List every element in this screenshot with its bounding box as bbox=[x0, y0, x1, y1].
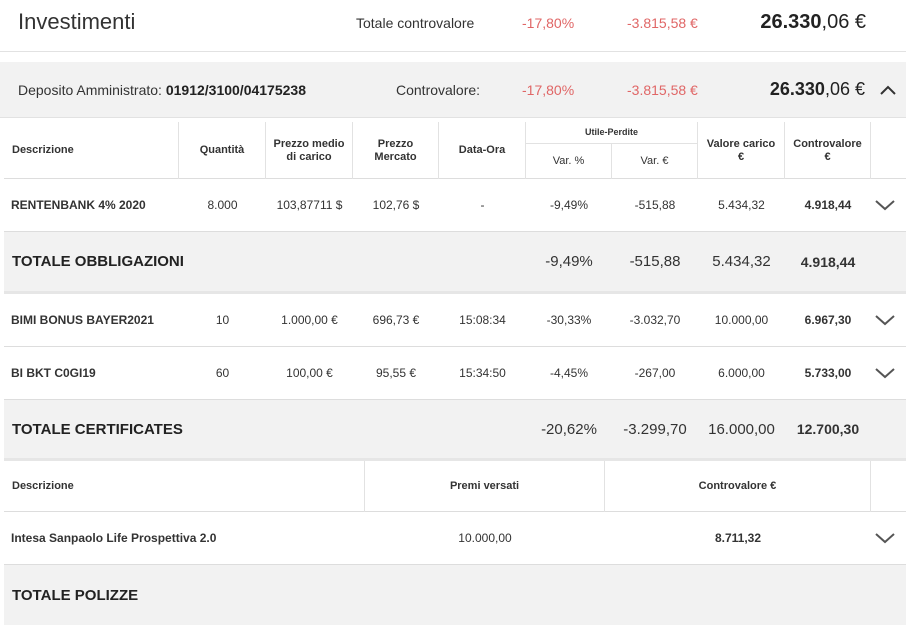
holding-var-pct: -30,33% bbox=[546, 313, 592, 327]
total-label: TOTALE CERTIFICATES bbox=[12, 420, 183, 438]
table-row[interactable]: RENTENBANK 4% 2020 8.000 103,87711 $ 102… bbox=[4, 179, 906, 232]
holding-name: BIMI BONUS BAYER2021 bbox=[11, 313, 154, 327]
deposit-value-label: Controvalore: bbox=[396, 82, 481, 98]
total-label: TOTALE OBBLIGAZIONI bbox=[12, 253, 184, 270]
section-divider bbox=[4, 291, 906, 294]
deposit-account-bar[interactable]: Deposito Amministrato: 01912/3100/041752… bbox=[0, 62, 906, 118]
table-header: Descrizione Quantità Prezzo medio di car… bbox=[4, 122, 906, 179]
holding-var-eur: -267,00 bbox=[634, 366, 676, 380]
col-quantita[interactable]: Quantità bbox=[179, 122, 266, 179]
col-valore-carico[interactable]: Valore carico € bbox=[698, 122, 785, 179]
col-data-ora[interactable]: Data-Ora bbox=[439, 122, 526, 179]
col-var-pct[interactable]: Var. % bbox=[526, 144, 612, 179]
policy-market-value: 8.711,32 bbox=[714, 531, 762, 545]
col-prezzo-mercato[interactable]: Prezzo Mercato bbox=[353, 122, 439, 179]
polizze-table-header: Descrizione Premi versati Controvalore € bbox=[4, 461, 906, 512]
total-var-pct: -20,62% bbox=[541, 420, 597, 438]
chevron-down-icon[interactable] bbox=[874, 366, 896, 380]
holding-name: RENTENBANK 4% 2020 bbox=[11, 198, 146, 212]
total-var-abs: -3.815,58 € bbox=[627, 15, 698, 31]
holding-quantity: 8.000 bbox=[207, 198, 238, 212]
holding-book-value: 10.000,00 bbox=[714, 313, 769, 327]
page-title: Investimenti bbox=[18, 9, 136, 34]
col-prezzo-medio[interactable]: Prezzo medio di carico bbox=[266, 122, 353, 179]
chevron-down-icon[interactable] bbox=[874, 531, 896, 545]
deposit-value: 26.330,06 € bbox=[770, 79, 865, 100]
total-value-label: Totale controvalore bbox=[356, 15, 475, 31]
total-row-obbligazioni: TOTALE OBBLIGAZIONI -9,49% -515,88 5.434… bbox=[4, 232, 906, 291]
holding-book-value: 5.434,32 bbox=[718, 198, 765, 212]
total-value: 26.330,06 € bbox=[760, 11, 866, 34]
total-book-value: 5.434,32 bbox=[712, 253, 771, 270]
holding-market-value: 6.967,30 bbox=[804, 313, 852, 327]
col-descrizione[interactable]: Descrizione bbox=[4, 461, 365, 512]
holding-book-value: 6.000,00 bbox=[718, 366, 765, 380]
deposit-label: Deposito Amministrato: 01912/3100/041752… bbox=[18, 82, 306, 98]
chevron-up-icon[interactable] bbox=[878, 82, 898, 98]
holding-market-price: 95,55 € bbox=[375, 366, 417, 380]
holding-var-pct: -4,45% bbox=[549, 366, 589, 380]
holding-var-eur: -515,88 bbox=[634, 198, 676, 212]
col-var-eur[interactable]: Var. € bbox=[612, 144, 698, 179]
total-value-int: 26.330 bbox=[760, 11, 822, 33]
policy-name: Intesa Sanpaolo Life Prospettiva 2.0 bbox=[11, 531, 217, 545]
section-divider bbox=[4, 458, 906, 461]
holding-var-pct: -9,49% bbox=[549, 198, 589, 212]
holding-market-value: 4.918,44 bbox=[804, 198, 852, 212]
col-premi-versati[interactable]: Premi versati bbox=[365, 461, 605, 512]
deposit-label-text: Deposito Amministrato: bbox=[18, 82, 166, 98]
table-row[interactable]: Intesa Sanpaolo Life Prospettiva 2.0 10.… bbox=[4, 512, 906, 565]
holding-avg-price: 1.000,00 € bbox=[281, 313, 338, 327]
total-book-value: 16.000,00 bbox=[708, 420, 775, 438]
holding-var-eur: -3.032,70 bbox=[629, 313, 681, 327]
col-group-utile-perdite: Utile-Perdite bbox=[526, 122, 698, 144]
col-controvalore[interactable]: Controvalore € bbox=[785, 122, 871, 179]
portfolio-header: Investimenti Totale controvalore -17,80%… bbox=[0, 0, 906, 52]
holding-quantity: 60 bbox=[215, 366, 230, 380]
col-descrizione[interactable]: Descrizione bbox=[4, 122, 179, 179]
holding-market-price: 102,76 $ bbox=[372, 198, 420, 212]
holding-datetime: 15:34:50 bbox=[459, 366, 506, 380]
chevron-down-icon[interactable] bbox=[874, 313, 896, 327]
deposit-var-abs: -3.815,58 € bbox=[627, 82, 698, 98]
total-market-value: 4.918,44 bbox=[800, 253, 856, 270]
table-row[interactable]: BIMI BONUS BAYER2021 10 1.000,00 € 696,7… bbox=[4, 294, 906, 347]
deposit-var-pct: -17,80% bbox=[522, 82, 575, 98]
total-var-pct: -9,49% bbox=[545, 253, 593, 270]
total-value-dec: ,06 € bbox=[821, 11, 866, 33]
deposit-number: 01912/3100/04175238 bbox=[165, 82, 306, 98]
holding-market-value: 5.733,00 bbox=[804, 366, 852, 380]
total-var-eur: -3.299,70 bbox=[623, 420, 687, 438]
holding-datetime: 15:08:34 bbox=[459, 313, 506, 327]
total-row-certificates: TOTALE CERTIFICATES -20,62% -3.299,70 16… bbox=[4, 400, 906, 458]
policy-premiums: 10.000,00 bbox=[458, 531, 512, 545]
holding-avg-price: 103,87711 $ bbox=[276, 198, 343, 212]
holding-name: BI BKT C0GI19 bbox=[11, 366, 96, 380]
table-row[interactable]: BI BKT C0GI19 60 100,00 € 95,55 € 15:34:… bbox=[4, 347, 906, 400]
chevron-down-icon[interactable] bbox=[874, 198, 896, 212]
total-var-eur: -515,88 bbox=[629, 253, 681, 270]
deposit-value-dec: ,06 € bbox=[824, 79, 865, 99]
deposit-value-int: 26.330 bbox=[769, 79, 825, 99]
holding-datetime: - bbox=[480, 198, 485, 212]
holding-market-price: 696,73 € bbox=[372, 313, 420, 327]
col-controvalore[interactable]: Controvalore € bbox=[605, 461, 871, 512]
holding-avg-price: 100,00 € bbox=[286, 366, 333, 380]
total-row-polizze: TOTALE POLIZZE bbox=[4, 565, 906, 625]
total-var-pct: -17,80% bbox=[522, 15, 575, 31]
total-market-value: 12.700,30 bbox=[796, 421, 860, 437]
holding-quantity: 10 bbox=[215, 313, 230, 327]
total-label: TOTALE POLIZZE bbox=[12, 586, 139, 604]
